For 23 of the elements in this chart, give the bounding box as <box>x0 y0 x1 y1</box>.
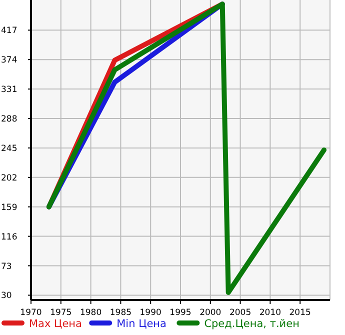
x-tick-label: 2010 <box>259 308 282 318</box>
y-tick-label: 374 <box>1 56 18 66</box>
x-tick-label: 1985 <box>110 308 132 318</box>
y-tick-label: 116 <box>1 232 18 242</box>
y-tick-label: 417 <box>1 26 18 36</box>
x-tick-label: 2015 <box>289 308 311 318</box>
legend-label: Min Цена <box>116 318 166 330</box>
x-tick-label: 1990 <box>140 308 162 318</box>
x-tick-label: 1995 <box>170 308 192 318</box>
y-tick-label: 73 <box>1 262 12 272</box>
legend-label: Max Цена <box>29 318 82 330</box>
y-tick-label: 202 <box>1 173 18 184</box>
y-tick-label: 245 <box>1 144 18 154</box>
x-tick-label: 1980 <box>80 308 102 318</box>
y-tick-label: 331 <box>1 85 18 96</box>
y-tick-label: 159 <box>1 202 18 213</box>
x-tick-label: 2000 <box>200 308 222 318</box>
y-tick-label: 30 <box>1 291 12 302</box>
x-tick-label: 2005 <box>229 308 252 318</box>
legend-label: Сред.Цена, т.йен <box>204 318 300 330</box>
x-tick-label: 1970 <box>20 308 42 318</box>
x-tick-label: 1975 <box>50 308 72 318</box>
y-tick-label: 288 <box>1 114 18 124</box>
